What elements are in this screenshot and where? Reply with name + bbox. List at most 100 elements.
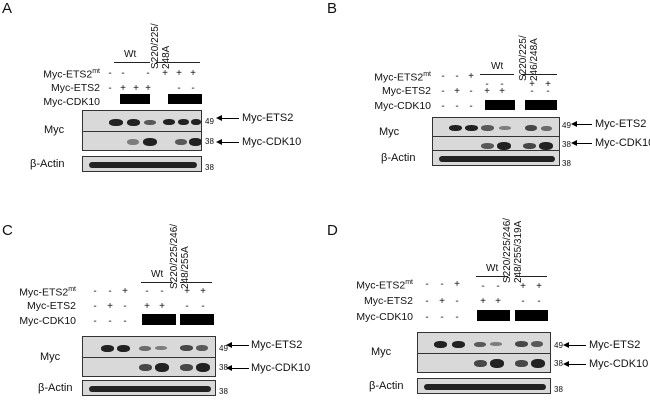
panel-c: C Wt S220/225/246/ 248/255A Myc-ETS2mt M… bbox=[0, 202, 325, 404]
mw-marker: 49 bbox=[554, 341, 563, 350]
sign: - bbox=[145, 286, 149, 297]
sign: + bbox=[190, 68, 196, 79]
mutant-label-line: 248/255A bbox=[179, 246, 191, 289]
sign: - bbox=[425, 279, 429, 290]
band bbox=[490, 342, 502, 346]
band bbox=[531, 341, 543, 347]
band bbox=[117, 345, 130, 352]
wt-group-line bbox=[141, 282, 173, 283]
sign: - bbox=[93, 301, 97, 312]
sign: + bbox=[200, 286, 206, 297]
mutant-label: S220/225/246/ 248/255A bbox=[169, 224, 191, 289]
mw-marker: 38 bbox=[205, 163, 214, 172]
sign: + bbox=[144, 301, 150, 312]
mw-marker: 38 bbox=[219, 387, 228, 396]
sign: + bbox=[499, 86, 505, 97]
sign: - bbox=[93, 286, 97, 297]
cdk10-gradient-wedge bbox=[142, 314, 176, 325]
blot-actin bbox=[82, 380, 216, 396]
band bbox=[541, 126, 552, 131]
cdk10-gradient-wedge bbox=[515, 310, 548, 321]
sign: - bbox=[425, 296, 429, 307]
band bbox=[175, 139, 187, 145]
cdk10-gradient-wedge bbox=[168, 94, 202, 104]
sign: - bbox=[440, 312, 444, 323]
blot-myc-cdk10 bbox=[82, 357, 216, 377]
sign: - bbox=[485, 79, 489, 90]
sign: + bbox=[159, 301, 165, 312]
band bbox=[439, 156, 555, 162]
mutant-label: S220/225/246/ 248/255/319A bbox=[502, 217, 524, 283]
sign: - bbox=[108, 286, 112, 297]
cdk10-gradient-wedge bbox=[477, 310, 510, 321]
band bbox=[178, 119, 189, 125]
band bbox=[434, 341, 447, 348]
mutant-label-line: 248/255/319A bbox=[512, 220, 524, 283]
sign: - bbox=[455, 71, 459, 82]
mw-marker: 49 bbox=[205, 117, 214, 126]
panel-letter: B bbox=[327, 0, 338, 17]
band bbox=[515, 341, 528, 347]
arrow-myc-cdk10 bbox=[216, 139, 239, 145]
band bbox=[89, 162, 197, 168]
band bbox=[196, 345, 208, 351]
wt-label: Wt bbox=[124, 49, 137, 60]
sign: - bbox=[530, 86, 534, 97]
band bbox=[139, 364, 152, 371]
sign: + bbox=[107, 301, 113, 312]
sign: - bbox=[121, 68, 125, 79]
band-label-myc-cdk10: Myc-CDK10 bbox=[251, 362, 311, 374]
band bbox=[531, 359, 545, 368]
band bbox=[499, 126, 511, 130]
row-label-myc-ets2: Myc-ETS2 bbox=[381, 85, 431, 97]
band bbox=[474, 360, 487, 367]
arrow-myc-ets2 bbox=[563, 342, 586, 348]
band bbox=[490, 359, 504, 368]
band bbox=[155, 346, 167, 350]
panel-b: B Wt S220/225/ 246/248A Myc-ETS2mt Myc-E… bbox=[325, 0, 650, 200]
sign: + bbox=[520, 281, 526, 292]
sign: - bbox=[469, 86, 473, 97]
sign: + bbox=[529, 79, 535, 90]
sign: - bbox=[108, 316, 112, 327]
band bbox=[109, 119, 123, 126]
wt-group-line bbox=[476, 276, 508, 277]
panel-letter: A bbox=[2, 0, 13, 17]
band bbox=[523, 143, 536, 149]
blot-myc-ets2 bbox=[82, 110, 202, 132]
band-label-myc-ets2: Myc-ETS2 bbox=[589, 339, 641, 351]
sign: + bbox=[454, 279, 460, 290]
sign: - bbox=[93, 316, 97, 327]
band-label-myc-cdk10: Myc-CDK10 bbox=[595, 137, 650, 149]
row-label-myc-cdk10: Myc-CDK10 bbox=[43, 96, 100, 108]
mw-marker: 49 bbox=[562, 121, 571, 130]
mw-marker: 38 bbox=[219, 363, 228, 372]
wt-label: Wt bbox=[491, 61, 504, 72]
arrow-myc-ets2 bbox=[216, 115, 239, 121]
sign: - bbox=[440, 279, 444, 290]
blot-myc-cdk10 bbox=[417, 353, 551, 373]
blot-actin bbox=[82, 156, 202, 172]
mw-marker: 38 bbox=[554, 385, 563, 394]
sign: + bbox=[454, 86, 460, 97]
sign: - bbox=[500, 79, 504, 90]
arrow-myc-cdk10 bbox=[563, 361, 586, 367]
wt-label: Wt bbox=[151, 269, 164, 280]
band bbox=[424, 384, 546, 390]
cdk10-gradient-wedge bbox=[180, 314, 214, 325]
mutant-label-line: S220/225/246/ bbox=[502, 217, 513, 283]
band bbox=[474, 342, 486, 347]
sign: + bbox=[439, 296, 445, 307]
blot-myc-ets2 bbox=[82, 336, 216, 358]
band bbox=[465, 125, 478, 131]
sign: - bbox=[177, 83, 181, 94]
sign: + bbox=[162, 68, 168, 79]
mutant-group-line bbox=[156, 62, 200, 63]
band-label-myc-ets2: Myc-ETS2 bbox=[242, 112, 294, 124]
cdk10-gradient-wedge bbox=[525, 100, 557, 110]
mw-marker: 38 bbox=[205, 137, 214, 146]
row-label-myc-ets2-mt: Myc-ETS2mt bbox=[43, 68, 100, 81]
sign: - bbox=[146, 68, 150, 79]
band bbox=[143, 138, 157, 146]
band bbox=[101, 345, 114, 352]
